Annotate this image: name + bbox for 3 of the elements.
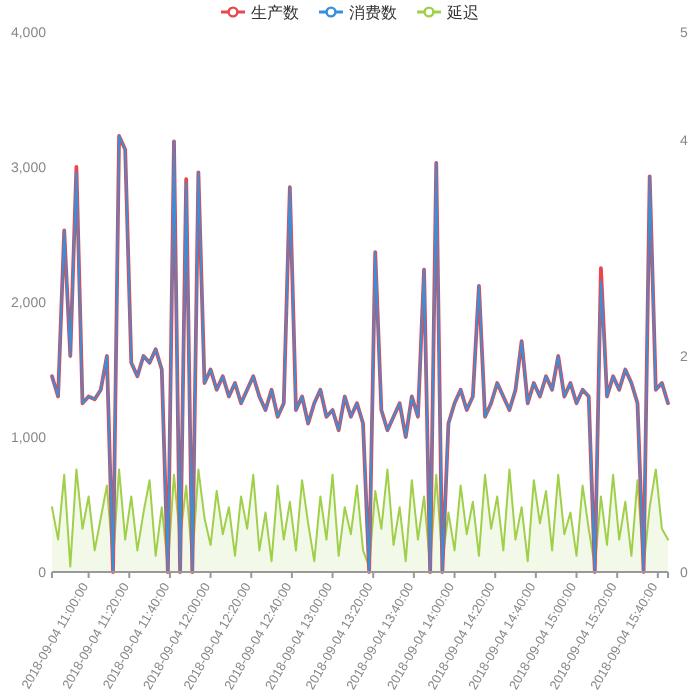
legend-label: 消费数: [349, 4, 397, 22]
legend-label: 生产数: [251, 4, 299, 22]
legend-label: 延迟: [445, 4, 479, 22]
